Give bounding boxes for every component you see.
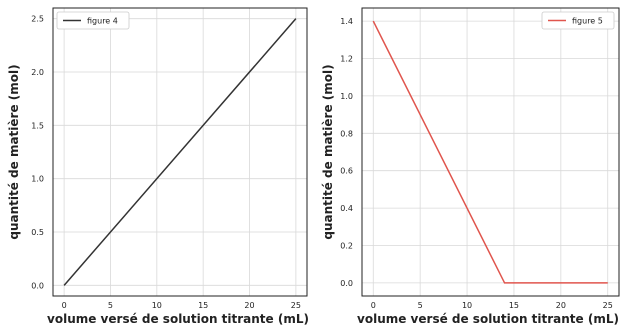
x-tick-label: 0	[371, 301, 376, 310]
y-axis-label: quantité de matière (mol)	[321, 64, 335, 239]
plot-frame	[52, 7, 308, 297]
x-tick-label: 15	[198, 301, 208, 310]
y-tick-label: 1.2	[340, 54, 353, 63]
x-tick-label: 10	[462, 301, 472, 310]
x-axis-label: volume versé de solution titrante (mL)	[357, 312, 619, 326]
x-tick-label: 25	[291, 301, 301, 310]
x-tick-label: 10	[152, 301, 162, 310]
x-tick-label: 5	[108, 301, 113, 310]
legend-label: figure 5	[572, 17, 603, 26]
legend-box	[541, 11, 615, 30]
y-tick-label: 0.4	[340, 204, 353, 213]
legend-label: figure 4	[87, 17, 118, 26]
y-tick-label: 0.5	[31, 228, 44, 237]
y-tick-label: 1.0	[340, 92, 353, 101]
series-line-figure-4	[63, 18, 297, 286]
y-tick-label: 0.2	[340, 242, 353, 251]
x-tick-label: 20	[556, 301, 566, 310]
x-tick-label: 25	[603, 301, 613, 310]
y-axis-label: quantité de matière (mol)	[7, 64, 21, 239]
legend-box	[56, 11, 130, 30]
chart-panel-2: 0 5 10 15 20 25 0.0 0.2 0.4 0.6 0.8 1.0 1.2 1.4 figure…	[321, 7, 620, 326]
legend: figure 4	[56, 11, 130, 30]
x-tick-label: 20	[244, 301, 254, 310]
legend: figure 5	[541, 11, 615, 30]
y-tick-label: 2.0	[31, 68, 44, 77]
y-tick-label: 0.8	[340, 129, 353, 138]
x-tick-label: 5	[418, 301, 423, 310]
y-tick-label: 2.5	[31, 15, 44, 24]
y-tick-label: 1.0	[31, 175, 44, 184]
x-tick-label: 0	[62, 301, 67, 310]
x-axis-label: volume versé de solution titrante (mL)	[47, 312, 309, 326]
y-tick-label: 1.4	[340, 17, 353, 26]
x-tick-label: 15	[509, 301, 519, 310]
y-tick-label: 0.0	[340, 279, 353, 288]
y-tick-label: 1.5	[31, 121, 44, 130]
y-tick-label: 0.0	[31, 281, 44, 290]
series-line-figure-5	[372, 20, 608, 284]
y-tick-label: 0.6	[340, 167, 353, 176]
chart-panel-1: 0 5 10 15 20 25 0.0 0.5 1.0 1.5 2.0 2.5 figure 4 volu…	[7, 7, 309, 326]
plot-frame	[361, 7, 620, 297]
